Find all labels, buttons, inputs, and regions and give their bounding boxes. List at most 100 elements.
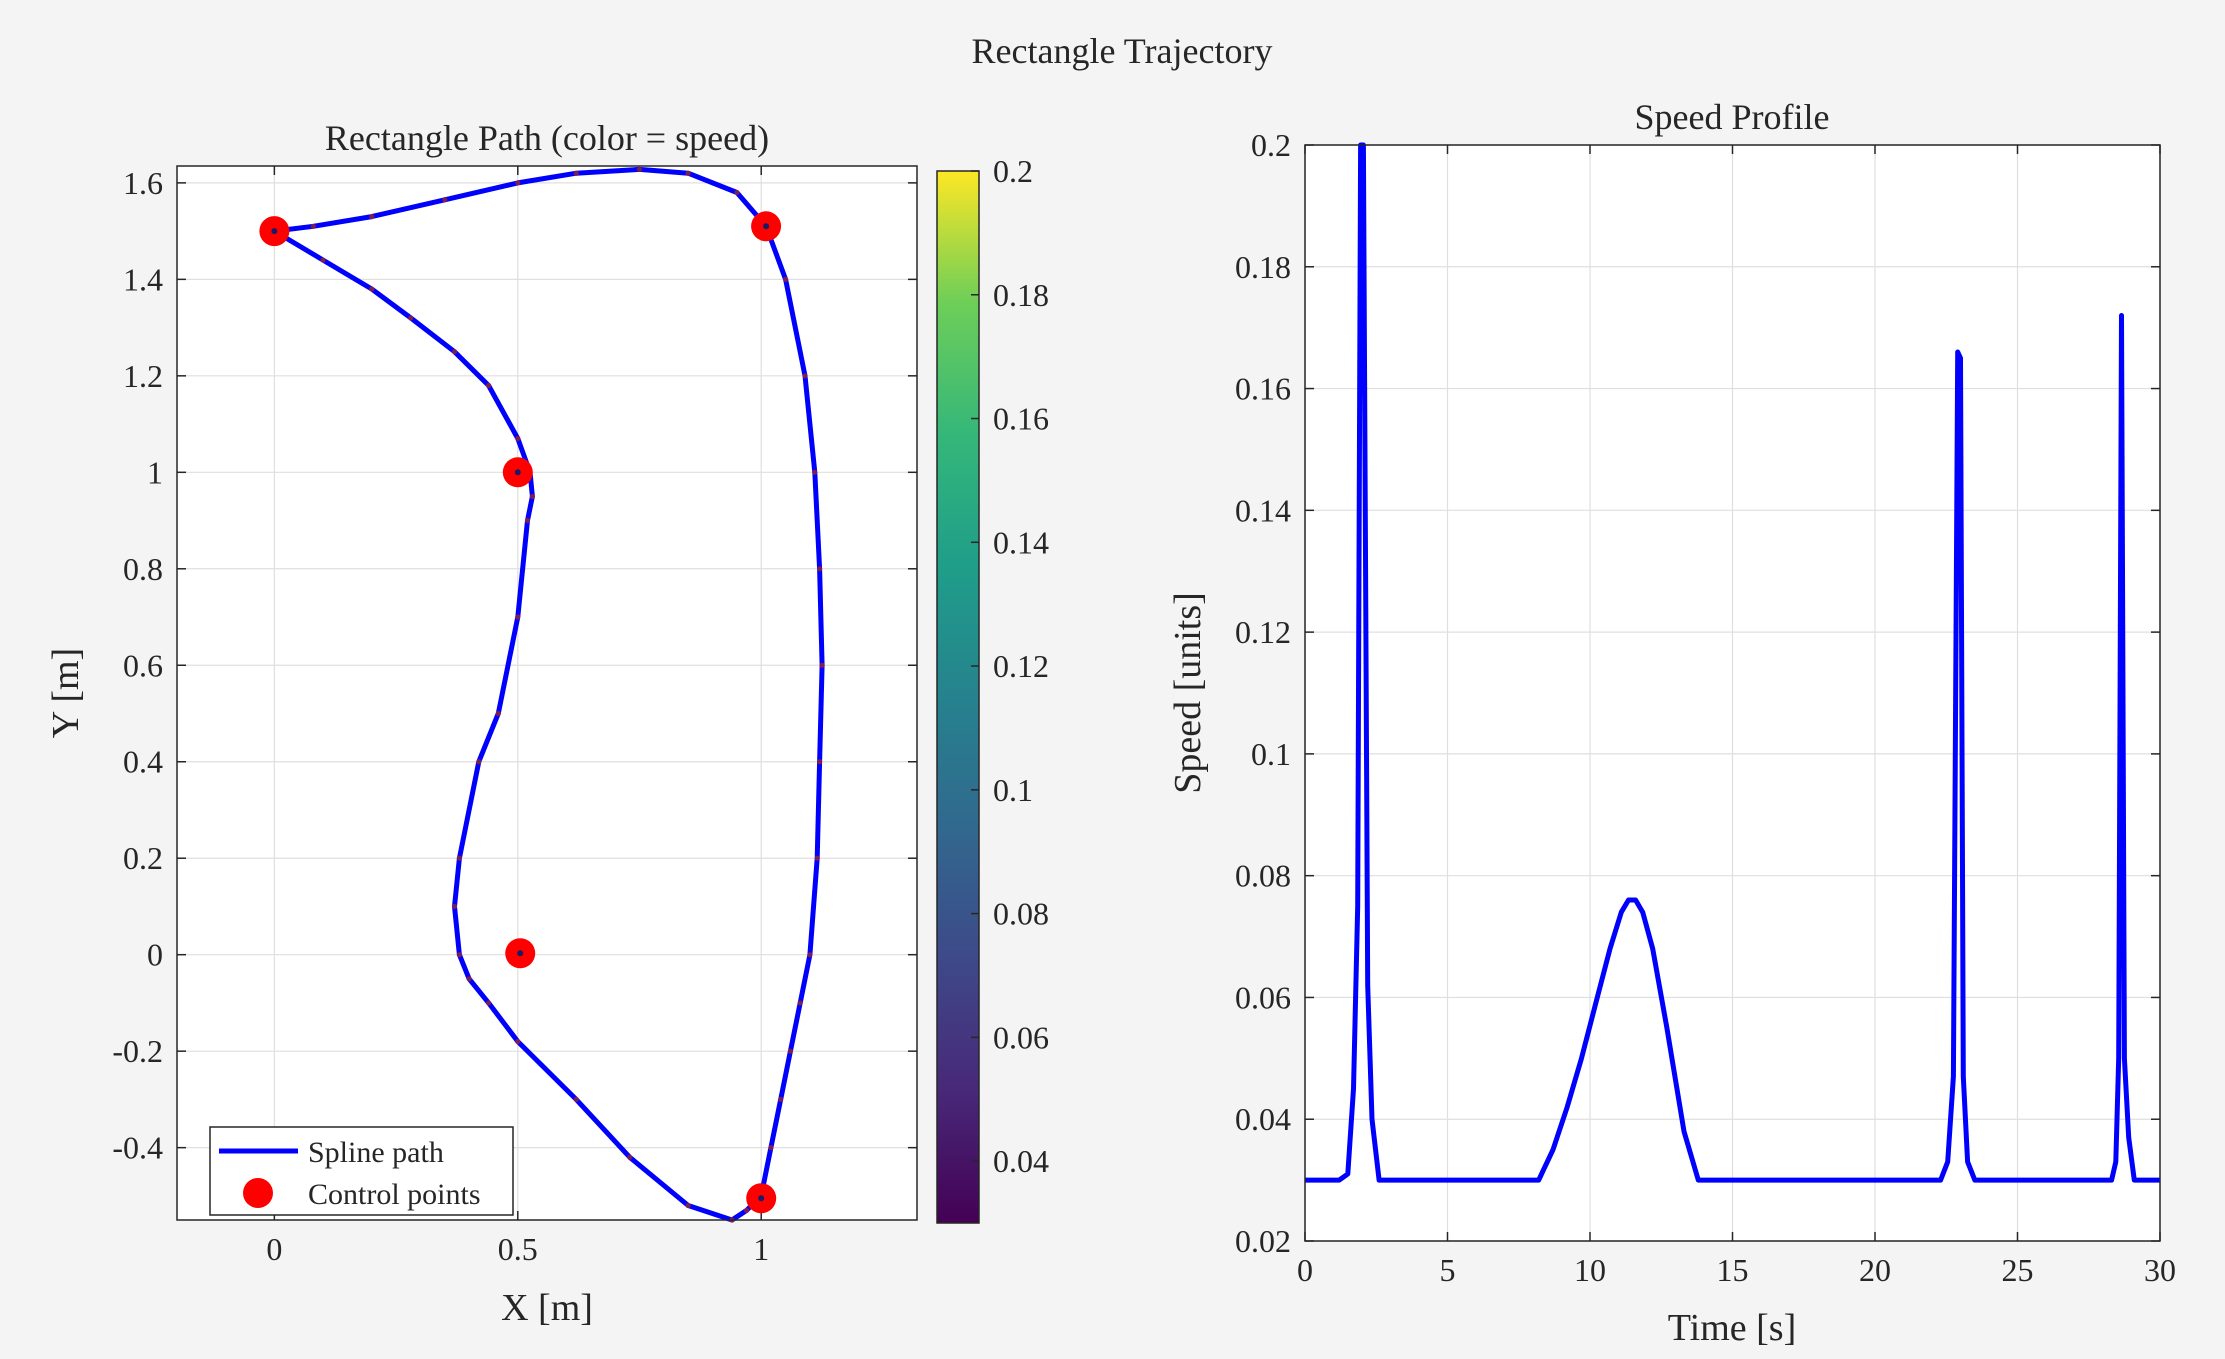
speed-sample-point xyxy=(495,710,501,717)
speed-sample-point xyxy=(320,257,326,263)
path-plot-title: Rectangle Path (color = speed) xyxy=(325,118,769,158)
speed-sample-point xyxy=(778,1096,784,1103)
legend-marker-swatch xyxy=(243,1178,273,1208)
speed-sample-point xyxy=(529,493,535,500)
speed-plot-x-tick-label: 30 xyxy=(2144,1252,2176,1288)
speed-plot-xlabel: Time [s] xyxy=(1668,1307,1796,1349)
speed-sample-point xyxy=(310,223,316,229)
speed-sample-point xyxy=(627,1154,633,1160)
speed-plot-x-tick-label: 25 xyxy=(2002,1252,2034,1288)
speed-sample-point xyxy=(768,1145,774,1151)
colorbar-ticks: 0.04 0.06 0.08 0.1 0.12 0.14 0.16 0.18 0.2 xyxy=(971,153,1049,1179)
path-plot-y-tick-label: 0 xyxy=(147,937,163,973)
legend-label-control: Control points xyxy=(308,1178,481,1211)
path-plot-y-tick-label: -0.4 xyxy=(112,1130,163,1166)
speed-sample-point xyxy=(685,170,691,176)
speed-sample-point xyxy=(817,759,823,765)
path-plot-frame xyxy=(176,165,918,1221)
speed-sample-point xyxy=(456,952,462,958)
speed-plot-x-ticks: 0 5 10 15 20 25 30 xyxy=(1297,145,2176,1288)
speed-sample-point xyxy=(802,373,808,379)
speed-plot-x-tick-label: 20 xyxy=(1859,1252,1891,1288)
control-point-center xyxy=(271,228,278,235)
speed-plot-frame xyxy=(1304,144,2161,1242)
colorbar-tick-label: 0.18 xyxy=(993,277,1049,313)
speed-sample-point xyxy=(782,276,789,282)
speed-plot-y-ticks: 0.02 0.04 0.06 0.08 0.1 0.12 0.14 0.16 0.18 0.2 xyxy=(1235,127,2160,1259)
colorbar-tick-label: 0.16 xyxy=(993,401,1049,437)
path-plot-x-ticks: 0 0.5 1 xyxy=(266,166,769,1267)
speed-sample-point xyxy=(744,1207,750,1213)
control-point-center xyxy=(517,950,524,957)
speed-plot-y-tick-label: 0.12 xyxy=(1235,614,1291,650)
speed-sample-point xyxy=(456,855,462,861)
speed-sample-point xyxy=(573,170,579,176)
speed-sample-point xyxy=(485,1000,492,1006)
colorbar-tick-label: 0.1 xyxy=(993,772,1033,808)
speed-plot-y-tick-label: 0.2 xyxy=(1251,127,1291,163)
speed-sample-point xyxy=(442,197,448,203)
speed-sample-point xyxy=(819,662,825,668)
speed-plot-y-tick-label: 0.04 xyxy=(1235,1101,1291,1137)
path-plot-grid xyxy=(177,166,917,1220)
speed-sample-point xyxy=(476,759,482,765)
speed-plot-y-tick-label: 0.18 xyxy=(1235,249,1291,285)
colorbar-tick-label: 0.14 xyxy=(993,524,1049,560)
speed-plot-x-tick-label: 5 xyxy=(1440,1252,1456,1288)
speed-plot-y-tick-label: 0.08 xyxy=(1235,858,1291,894)
speed-sample-point xyxy=(817,566,823,572)
speed-plot-series xyxy=(1305,142,2160,1183)
speed-plot-y-tick-label: 0.1 xyxy=(1251,736,1291,772)
path-plot-series xyxy=(259,166,825,1223)
path-plot-y-tick-label: 0.8 xyxy=(123,551,163,587)
control-point-center xyxy=(763,223,770,230)
speed-colorbar: 0.04 0.06 0.08 0.1 0.12 0.14 0.16 0.18 0.2 xyxy=(936,153,1049,1224)
colorbar-gradient xyxy=(936,170,980,1224)
speed-sample-point xyxy=(636,166,643,172)
path-plot-x-tick-label: 0.5 xyxy=(498,1231,538,1267)
control-point-center xyxy=(758,1195,765,1202)
path-plot-y-tick-label: 1.6 xyxy=(123,165,163,201)
path-plot: 0 0.5 1 -0.4-0.200.20.40.60.811.21.41.6 Re… xyxy=(45,118,1049,1329)
colorbar-tick-label: 0.06 xyxy=(993,1019,1049,1055)
path-plot-x-tick-label: 0 xyxy=(266,1231,282,1267)
speed-sample-point xyxy=(524,517,531,524)
speed-sample-point xyxy=(369,214,375,220)
speed-sample-point xyxy=(814,855,820,861)
colorbar-tick-label: 0.04 xyxy=(993,1143,1049,1179)
path-plot-y-tick-label: 0.4 xyxy=(123,744,163,780)
speed-sample-point xyxy=(515,1038,521,1045)
speed-plot-ylabel: Speed [units] xyxy=(1167,592,1209,794)
colorbar-tick-label: 0.08 xyxy=(993,896,1049,932)
path-plot-area xyxy=(177,166,917,1220)
path-plot-x-tick-label: 1 xyxy=(753,1231,769,1267)
control-point-center xyxy=(514,469,521,476)
speed-plot-y-tick-label: 0.02 xyxy=(1235,1223,1291,1259)
colorbar-tick-label: 0.2 xyxy=(993,153,1033,189)
speed-sample-point xyxy=(807,952,813,958)
speed-sample-point xyxy=(451,903,458,910)
legend-label-spline: Spline path xyxy=(308,1136,444,1169)
speed-sample-point xyxy=(369,286,375,292)
speed-sample-point xyxy=(485,382,492,389)
path-plot-xlabel: X [m] xyxy=(501,1287,593,1329)
speed-plot-x-tick-label: 15 xyxy=(1717,1252,1749,1288)
path-plot-y-tick-label: 1.4 xyxy=(123,261,163,297)
path-plot-legend: Spline path Control points xyxy=(209,1126,514,1216)
path-plot-ylabel: Y [m] xyxy=(45,648,87,738)
speed-sample-point xyxy=(573,1096,579,1103)
speed-plot: 0 5 10 15 20 25 30 0.02 0.04 0.06 0.08 0.1 0.12 0.14… xyxy=(1167,97,2176,1349)
path-plot-y-tick-label: 1 xyxy=(147,454,163,490)
speed-plot-x-tick-label: 0 xyxy=(1297,1252,1313,1288)
colorbar-tick-label: 0.12 xyxy=(993,648,1049,684)
speed-plot-x-tick-label: 10 xyxy=(1574,1252,1606,1288)
speed-sample-point xyxy=(787,1048,794,1054)
speed-profile-line xyxy=(1305,142,2160,1183)
speed-sample-point xyxy=(797,1000,803,1006)
speed-sample-point xyxy=(812,469,818,475)
speed-sample-point xyxy=(451,349,458,355)
speed-sample-point xyxy=(734,189,740,196)
speed-sample-point xyxy=(685,1202,691,1209)
speed-sample-point xyxy=(515,180,521,186)
